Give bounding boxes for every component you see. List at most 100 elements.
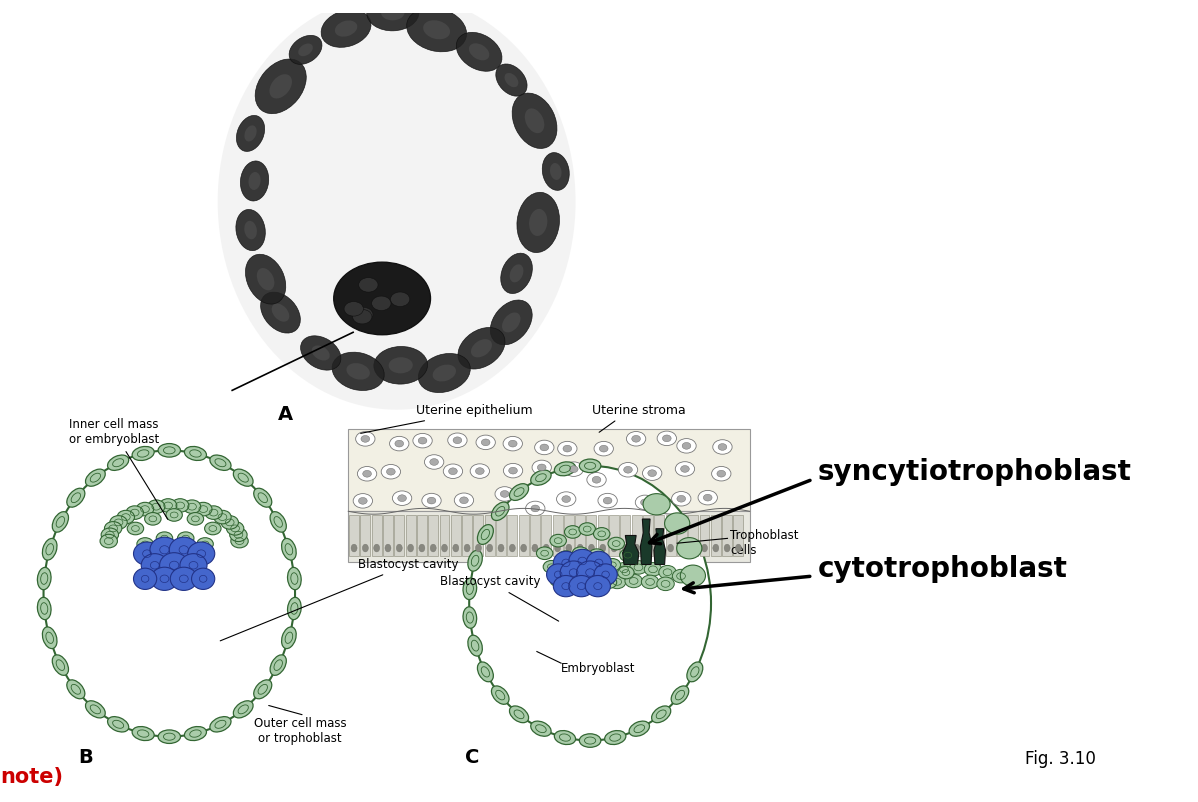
- Ellipse shape: [244, 125, 256, 141]
- Ellipse shape: [588, 549, 605, 561]
- Ellipse shape: [388, 357, 413, 374]
- Ellipse shape: [600, 545, 606, 552]
- Ellipse shape: [374, 346, 428, 384]
- Ellipse shape: [478, 525, 494, 545]
- Ellipse shape: [85, 469, 105, 486]
- Ellipse shape: [557, 492, 576, 506]
- Ellipse shape: [550, 574, 567, 586]
- Ellipse shape: [641, 499, 649, 506]
- Ellipse shape: [534, 440, 553, 455]
- Ellipse shape: [671, 686, 689, 704]
- Ellipse shape: [430, 545, 436, 552]
- Bar: [575, 515, 585, 557]
- Ellipse shape: [432, 365, 456, 382]
- Ellipse shape: [609, 575, 625, 589]
- Ellipse shape: [254, 488, 272, 507]
- Ellipse shape: [289, 35, 322, 64]
- Ellipse shape: [53, 654, 68, 675]
- Ellipse shape: [565, 545, 571, 552]
- Ellipse shape: [605, 731, 625, 744]
- Ellipse shape: [192, 568, 214, 589]
- Ellipse shape: [564, 462, 583, 476]
- Ellipse shape: [156, 532, 173, 545]
- Ellipse shape: [703, 494, 712, 501]
- Ellipse shape: [282, 538, 296, 560]
- Ellipse shape: [126, 506, 144, 520]
- Ellipse shape: [598, 493, 617, 508]
- Ellipse shape: [580, 734, 601, 747]
- Ellipse shape: [362, 545, 368, 552]
- Ellipse shape: [53, 512, 68, 533]
- Ellipse shape: [611, 545, 617, 552]
- Ellipse shape: [231, 534, 248, 548]
- Ellipse shape: [220, 516, 238, 529]
- Ellipse shape: [716, 470, 726, 477]
- Ellipse shape: [85, 701, 105, 718]
- Ellipse shape: [236, 115, 265, 152]
- Ellipse shape: [117, 510, 134, 524]
- Ellipse shape: [509, 545, 515, 552]
- Ellipse shape: [504, 73, 519, 87]
- Text: C: C: [465, 748, 479, 768]
- Ellipse shape: [170, 567, 198, 590]
- Ellipse shape: [159, 553, 188, 577]
- Ellipse shape: [188, 542, 214, 565]
- Ellipse shape: [147, 500, 165, 513]
- Ellipse shape: [478, 662, 494, 682]
- Ellipse shape: [569, 549, 595, 573]
- Ellipse shape: [356, 431, 375, 446]
- Ellipse shape: [419, 545, 425, 552]
- Ellipse shape: [205, 522, 222, 535]
- Ellipse shape: [516, 192, 559, 253]
- Ellipse shape: [476, 545, 482, 552]
- Ellipse shape: [374, 545, 380, 552]
- Ellipse shape: [531, 721, 551, 736]
- Ellipse shape: [393, 491, 412, 505]
- Ellipse shape: [508, 440, 518, 447]
- Ellipse shape: [563, 445, 571, 452]
- Ellipse shape: [657, 577, 674, 590]
- Ellipse shape: [230, 528, 247, 541]
- Ellipse shape: [344, 302, 363, 316]
- Ellipse shape: [132, 447, 155, 460]
- Ellipse shape: [550, 534, 567, 547]
- Ellipse shape: [442, 545, 448, 552]
- Ellipse shape: [184, 447, 206, 460]
- Ellipse shape: [361, 435, 370, 442]
- Ellipse shape: [468, 43, 489, 60]
- Ellipse shape: [248, 172, 261, 190]
- Ellipse shape: [456, 32, 502, 71]
- Ellipse shape: [562, 496, 570, 503]
- Ellipse shape: [104, 521, 122, 535]
- Ellipse shape: [67, 488, 85, 507]
- Ellipse shape: [624, 467, 633, 473]
- Ellipse shape: [476, 468, 484, 475]
- Ellipse shape: [471, 339, 492, 358]
- Ellipse shape: [509, 484, 528, 500]
- Ellipse shape: [599, 445, 609, 452]
- Ellipse shape: [634, 545, 640, 552]
- Ellipse shape: [482, 439, 490, 446]
- Ellipse shape: [357, 467, 376, 481]
- Ellipse shape: [288, 597, 301, 620]
- Ellipse shape: [627, 431, 646, 446]
- Ellipse shape: [184, 727, 206, 740]
- Ellipse shape: [579, 523, 595, 535]
- Ellipse shape: [180, 553, 207, 577]
- Ellipse shape: [677, 496, 685, 502]
- Bar: [440, 515, 449, 557]
- Ellipse shape: [210, 717, 231, 732]
- Ellipse shape: [270, 512, 286, 533]
- Bar: [666, 515, 676, 557]
- Ellipse shape: [553, 576, 579, 597]
- Ellipse shape: [352, 310, 371, 324]
- Ellipse shape: [424, 455, 443, 469]
- Ellipse shape: [658, 431, 677, 446]
- Bar: [564, 515, 574, 557]
- Ellipse shape: [448, 433, 467, 448]
- Ellipse shape: [371, 296, 391, 310]
- Ellipse shape: [490, 300, 532, 345]
- Ellipse shape: [150, 537, 179, 562]
- Ellipse shape: [509, 265, 524, 282]
- Ellipse shape: [618, 463, 637, 477]
